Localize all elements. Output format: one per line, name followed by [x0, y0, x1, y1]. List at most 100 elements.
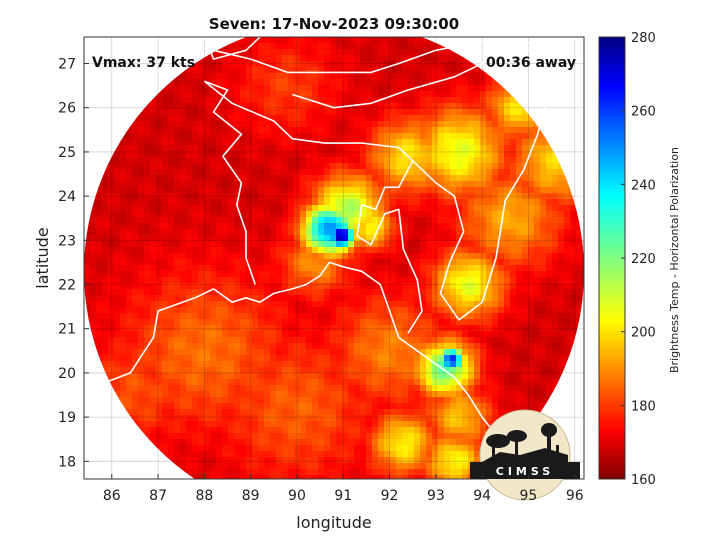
swath-cell [480, 265, 487, 272]
swath-cell [390, 103, 397, 110]
swath-cell [474, 145, 481, 152]
swath-cell [138, 415, 145, 422]
swath-cell [366, 307, 373, 314]
swath-cell [204, 235, 211, 242]
swath-cell [132, 199, 139, 206]
swath-cell [192, 127, 199, 134]
swath-cell [276, 73, 283, 80]
swath-cell [432, 217, 439, 224]
swath-cell [126, 391, 133, 398]
swath-cell [558, 301, 565, 308]
swath-cell [474, 355, 481, 362]
swath-cell [342, 283, 349, 290]
swath-cell [114, 253, 121, 260]
swath-cell [246, 253, 253, 260]
swath-cell [288, 319, 295, 326]
swath-cell [198, 397, 205, 404]
swath-cell [126, 325, 133, 332]
swath-cell [438, 115, 445, 122]
swath-cell [210, 181, 217, 188]
swath-cell [156, 319, 163, 326]
swath-cell [210, 427, 217, 434]
swath-cell [528, 205, 535, 212]
swath-cell [108, 193, 115, 200]
swath-cell [486, 73, 493, 80]
swath-cell [366, 283, 373, 290]
swath-cell [330, 145, 337, 152]
swath-cell [456, 247, 463, 254]
swath-cell [138, 325, 145, 332]
swath-cell [378, 73, 385, 80]
swath-cell [360, 373, 367, 380]
swath-cell [444, 241, 451, 248]
swath-cell [114, 325, 121, 332]
swath-cell [300, 55, 307, 62]
swath-cell [558, 253, 565, 260]
swath-cell [432, 91, 439, 98]
swath-cell [426, 373, 433, 380]
swath-cell [258, 403, 265, 410]
swath-cell [162, 391, 169, 398]
swath-cell [360, 283, 367, 290]
swath-cell [276, 343, 283, 350]
swath-cell [252, 55, 259, 62]
swath-cell [504, 307, 511, 314]
swath-cell [330, 343, 337, 350]
swath-cell [372, 367, 379, 374]
swath-cell [312, 307, 319, 314]
swath-cell [372, 259, 379, 266]
swath-cell [228, 367, 235, 374]
swath-cell [516, 133, 523, 140]
swath-cell [108, 301, 115, 308]
swath-cell [348, 73, 355, 80]
swath-cell [186, 133, 193, 140]
swath-cell [432, 49, 439, 56]
swath-cell [540, 391, 547, 398]
swath-cell [480, 163, 487, 170]
swath-cell [510, 373, 517, 380]
swath-cell [402, 139, 409, 146]
swath-cell [114, 271, 121, 278]
swath-cell [384, 151, 391, 158]
swath-cell [168, 433, 175, 440]
swath-cell [276, 265, 283, 272]
swath-cell [186, 409, 193, 416]
swath-cell [306, 307, 313, 314]
swath-cell [528, 217, 535, 224]
swath-cell [252, 229, 259, 236]
swath-cell [96, 247, 103, 254]
swath-cell [468, 247, 475, 254]
swath-cell [252, 49, 259, 56]
swath-cell [276, 439, 283, 446]
swath-cell [402, 223, 409, 230]
swath-cell [354, 253, 361, 260]
swath-cell [522, 121, 529, 128]
swath-cell [168, 109, 175, 116]
swath-cell [144, 193, 151, 200]
swath-cell [426, 211, 433, 218]
swath-cell [576, 277, 583, 284]
swath-cell [264, 433, 271, 440]
swath-cell [234, 433, 241, 440]
swath-cell [156, 331, 163, 338]
swath-cell [174, 133, 181, 140]
swath-cell [312, 379, 319, 386]
swath-cell [348, 271, 355, 278]
swath-cell [510, 145, 517, 152]
swath-cell [294, 361, 301, 368]
swath-cell [492, 247, 499, 254]
swath-cell [330, 421, 337, 428]
swath-cell [270, 61, 277, 68]
swath-cell [558, 289, 565, 296]
swath-cell [414, 325, 421, 332]
swath-cell [318, 247, 325, 254]
swath-cell [498, 193, 505, 200]
swath-cell [288, 97, 295, 104]
swath-cell [162, 343, 169, 350]
swath-cell [342, 265, 349, 272]
swath-cell [528, 337, 535, 344]
swath-cell [144, 211, 151, 218]
swath-cell [582, 289, 584, 296]
swath-cell [186, 403, 193, 410]
swath-cell [510, 211, 517, 218]
